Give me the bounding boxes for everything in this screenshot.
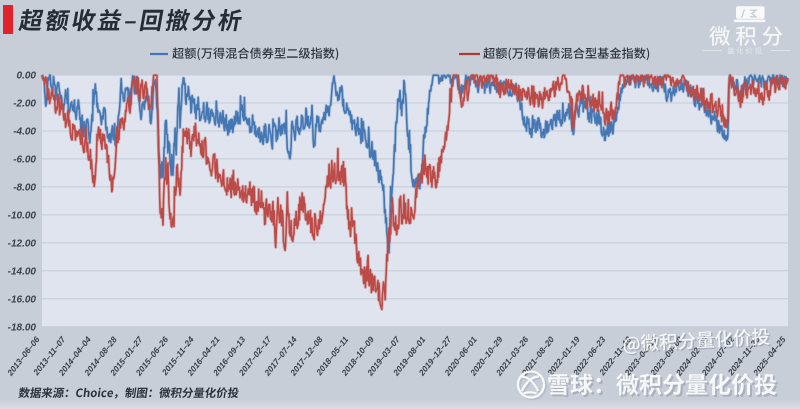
svg-text:-18.00: -18.00: [8, 322, 37, 333]
svg-text:-16.00: -16.00: [8, 294, 37, 305]
svg-text:-4.00: -4.00: [13, 127, 36, 138]
svg-text:0.00: 0.00: [17, 71, 37, 82]
svg-text:-8.00: -8.00: [13, 182, 36, 193]
svg-text:-10.00: -10.00: [8, 210, 37, 221]
svg-text:-12.00: -12.00: [8, 238, 37, 249]
svg-text:-14.00: -14.00: [8, 266, 37, 277]
svg-text:-6.00: -6.00: [13, 154, 36, 165]
svg-text:-2.00: -2.00: [13, 99, 36, 110]
